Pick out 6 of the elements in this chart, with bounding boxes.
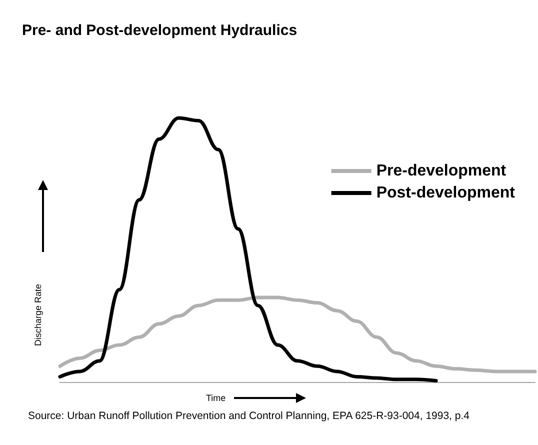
y-axis-title: Discharge Rate (33, 282, 43, 348)
x-axis-title: Time (206, 393, 226, 403)
chart-title: Pre- and Post-development Hydraulics (22, 22, 298, 39)
source-note: Source: Urban Runoff Pollution Prevention and Control Planning, EPA 625-R-93-004, 1993, p.4 (28, 410, 470, 422)
legend-label: Post-development (376, 184, 516, 202)
legend-label: Pre-development (376, 162, 507, 180)
